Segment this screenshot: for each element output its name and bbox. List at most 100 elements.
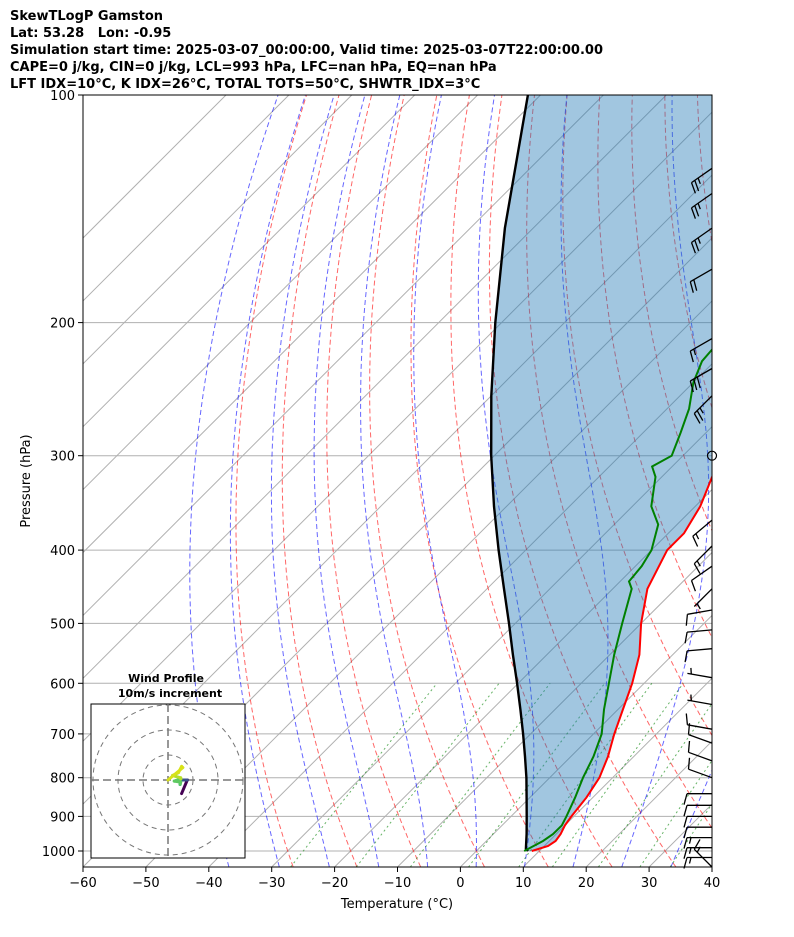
wind-barb [683, 836, 712, 849]
moist-adiabat [720, 95, 794, 867]
wind-barb [683, 847, 712, 859]
isotherm [83, 95, 604, 617]
isotherm [83, 95, 416, 428]
mixing-ratio-line [597, 702, 712, 867]
y-tick-label: 200 [50, 317, 75, 332]
mixing-ratio-line [290, 682, 438, 867]
y-tick-label: 700 [50, 728, 75, 743]
hodograph-title: Wind Profile [128, 672, 204, 685]
x-tick-label: 0 [456, 876, 464, 891]
hodograph-inset: Wind Profile 10m/s increment [90, 672, 246, 859]
stability-indices: LFT IDX=10°C, K IDX=26°C, TOTAL TOTS=50°… [10, 77, 481, 92]
isotherm [460, 614, 712, 867]
y-tick-label: 500 [50, 617, 75, 632]
x-axis-label: Temperature (°C) [340, 897, 453, 912]
moist-adiabat [229, 95, 306, 867]
wind-barb [689, 338, 713, 363]
wind-barb [693, 839, 713, 868]
dry-adiabat [326, 95, 422, 867]
wind-barb [687, 694, 713, 706]
wind-barb [690, 565, 713, 592]
moist-adiabat [313, 95, 380, 867]
wind-barb [687, 757, 713, 779]
isotherm [83, 95, 353, 365]
moist-adiabat [770, 95, 794, 867]
x-axis-ticks: −60 −50 −40 −30 −20 −10 0 10 20 30 40 [69, 867, 720, 891]
wind-barb [684, 648, 713, 663]
moist-adiabat [477, 95, 535, 867]
wind-barb [683, 804, 712, 817]
chart-title: SkewTLogP Gamston [10, 9, 164, 24]
wind-barb [685, 713, 713, 730]
isotherm [397, 551, 712, 867]
temperature-line [531, 475, 712, 852]
isotherm [271, 425, 712, 867]
moist-adiabat [670, 768, 712, 867]
simulation-times: Simulation start time: 2025-03-07_00:00:… [10, 43, 603, 58]
y-axis-ticks: 1000 900 800 700 600 500 400 300 200 100 [42, 89, 83, 860]
isotherm [83, 95, 667, 680]
wind-barbs [683, 167, 718, 869]
y-tick-label: 900 [50, 810, 75, 825]
y-tick-label: 1000 [42, 845, 75, 860]
hodograph-subtitle: 10m/s increment [118, 687, 222, 700]
dry-adiabat [235, 95, 307, 867]
mixing-ratio-line [669, 803, 712, 867]
moist-adiabat [560, 95, 609, 867]
isotherm [145, 300, 712, 867]
isotherm [83, 95, 478, 491]
x-tick-label: −50 [132, 876, 159, 891]
moist-adiabat [413, 95, 477, 867]
chart-header: SkewTLogP Gamston Lat: 53.28 Lon: -0.95 … [10, 8, 780, 93]
wind-barb [683, 856, 712, 869]
hodograph-segment [180, 778, 189, 796]
wind-barb [690, 192, 713, 219]
wind-barb [684, 629, 713, 644]
dry-adiabat [562, 95, 712, 737]
x-tick-label: −30 [258, 876, 285, 891]
mixing-ratio-line [639, 759, 712, 867]
isotherm [208, 363, 712, 867]
moist-adiabat [360, 95, 429, 867]
x-tick-label: −10 [384, 876, 411, 891]
isotherm [83, 111, 712, 742]
isotherm [83, 95, 227, 239]
x-tick-label: −20 [321, 876, 348, 891]
dry-adiabat [730, 95, 794, 867]
x-tick-label: 40 [704, 876, 721, 891]
moist-adiabat [621, 95, 710, 867]
y-tick-label: 600 [50, 677, 75, 692]
wind-barb [693, 545, 713, 574]
parcel-profile-line [489, 95, 530, 852]
x-tick-label: 10 [515, 876, 532, 891]
mixing-ratio-line [355, 682, 500, 867]
dry-adiabat [410, 95, 549, 867]
wind-barb [683, 826, 712, 839]
convective-parameters: CAPE=0 j/kg, CIN=0 j/kg, LCL=993 hPa, LF… [10, 60, 497, 75]
isotherm [522, 677, 712, 867]
wind-barb [693, 588, 713, 610]
dry-adiabat [281, 95, 358, 867]
wind-barb [683, 815, 712, 828]
hodograph-segment [166, 766, 185, 782]
dry-adiabat [369, 95, 485, 867]
dewpoint-line [523, 348, 712, 852]
wind-barb [693, 395, 713, 424]
location-coords: Lat: 53.28 Lon: -0.95 [10, 26, 172, 41]
y-tick-label: 800 [50, 772, 75, 787]
y-axis-label: Pressure (hPa) [19, 434, 34, 527]
dry-adiabat [526, 95, 712, 829]
wind-barb [687, 667, 713, 679]
wind-barb [692, 519, 713, 547]
wind-barb [683, 793, 712, 805]
x-tick-label: 30 [641, 876, 658, 891]
moist-adiabat [189, 95, 279, 867]
wind-barb [689, 268, 713, 293]
wind-barb [687, 740, 713, 762]
isotherm [83, 95, 290, 302]
wind-barb [690, 167, 713, 194]
y-tick-label: 100 [50, 89, 75, 104]
isotherm [711, 866, 712, 867]
dry-adiabat [597, 95, 712, 639]
